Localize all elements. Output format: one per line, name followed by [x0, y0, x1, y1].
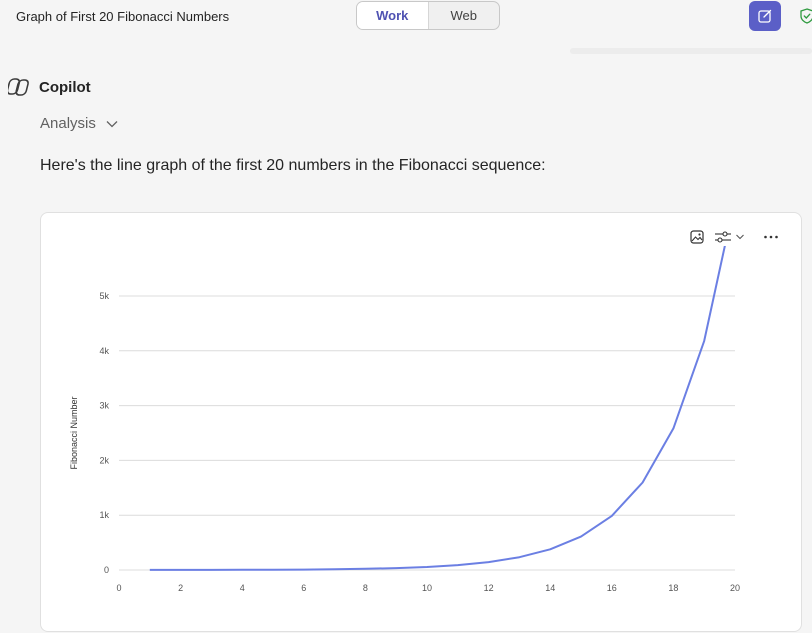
analysis-dropdown[interactable]: Analysis: [40, 115, 118, 132]
x-tick-label: 20: [730, 583, 740, 593]
x-tick-label: 4: [240, 583, 245, 593]
y-tick-label: 2k: [99, 455, 109, 465]
y-tick-label: 3k: [99, 401, 109, 411]
y-tick-label: 1k: [99, 510, 109, 520]
settings-sliders-icon: [715, 231, 731, 243]
y-tick-label: 0: [104, 565, 109, 575]
x-tick-label: 18: [668, 583, 678, 593]
chart-settings-button[interactable]: [714, 230, 745, 244]
y-tick-label: 4k: [99, 346, 109, 356]
tab-work[interactable]: Work: [357, 2, 429, 29]
image-icon: [690, 230, 704, 244]
chart-toolbar: [690, 230, 779, 244]
x-tick-label: 10: [422, 583, 432, 593]
x-tick-label: 0: [116, 583, 121, 593]
top-bar: Graph of First 20 Fibonacci Numbers Work…: [0, 0, 812, 54]
x-tick-label: 2: [178, 583, 183, 593]
y-axis-label: Fibonacci Number: [69, 396, 79, 469]
tab-web[interactable]: Web: [450, 8, 478, 23]
more-icon: [764, 235, 778, 239]
fibonacci-line-chart: 0 1k 2k 3k 4k 5k 0 2 4 6 8 10 12 14 16 18 20 Fibonacci Nu…: [69, 246, 740, 593]
assistant-header: Copilot: [8, 76, 91, 98]
mode-toggle[interactable]: Work Web: [356, 1, 500, 30]
more-options-button[interactable]: [763, 234, 779, 240]
conversation-title: Graph of First 20 Fibonacci Numbers: [16, 9, 230, 24]
scroll-shadow: [570, 48, 812, 54]
assistant-name: Copilot: [39, 78, 91, 96]
series-line: [149, 246, 726, 571]
chart-card: 0 1k 2k 3k 4k 5k 0 2 4 6 8 10 12 14 16 18 20 Fibonacci Nu…: [40, 212, 802, 632]
x-tick-label: 14: [545, 583, 555, 593]
y-tick-label: 5k: [99, 291, 109, 301]
download-image-button[interactable]: [690, 230, 704, 244]
analysis-label: Analysis: [40, 115, 96, 132]
chevron-down-icon: [736, 234, 744, 240]
copilot-logo-icon: [8, 78, 29, 96]
x-tick-label: 16: [607, 583, 617, 593]
x-tick-label: 6: [301, 583, 306, 593]
new-chat-button[interactable]: [749, 1, 781, 31]
chevron-down-icon: [106, 120, 118, 127]
shield-check-icon: [800, 8, 812, 24]
assistant-message: Here's the line graph of the first 20 nu…: [40, 157, 546, 174]
x-tick-label: 12: [484, 583, 494, 593]
compose-icon: [758, 9, 772, 23]
x-tick-label: 8: [363, 583, 368, 593]
